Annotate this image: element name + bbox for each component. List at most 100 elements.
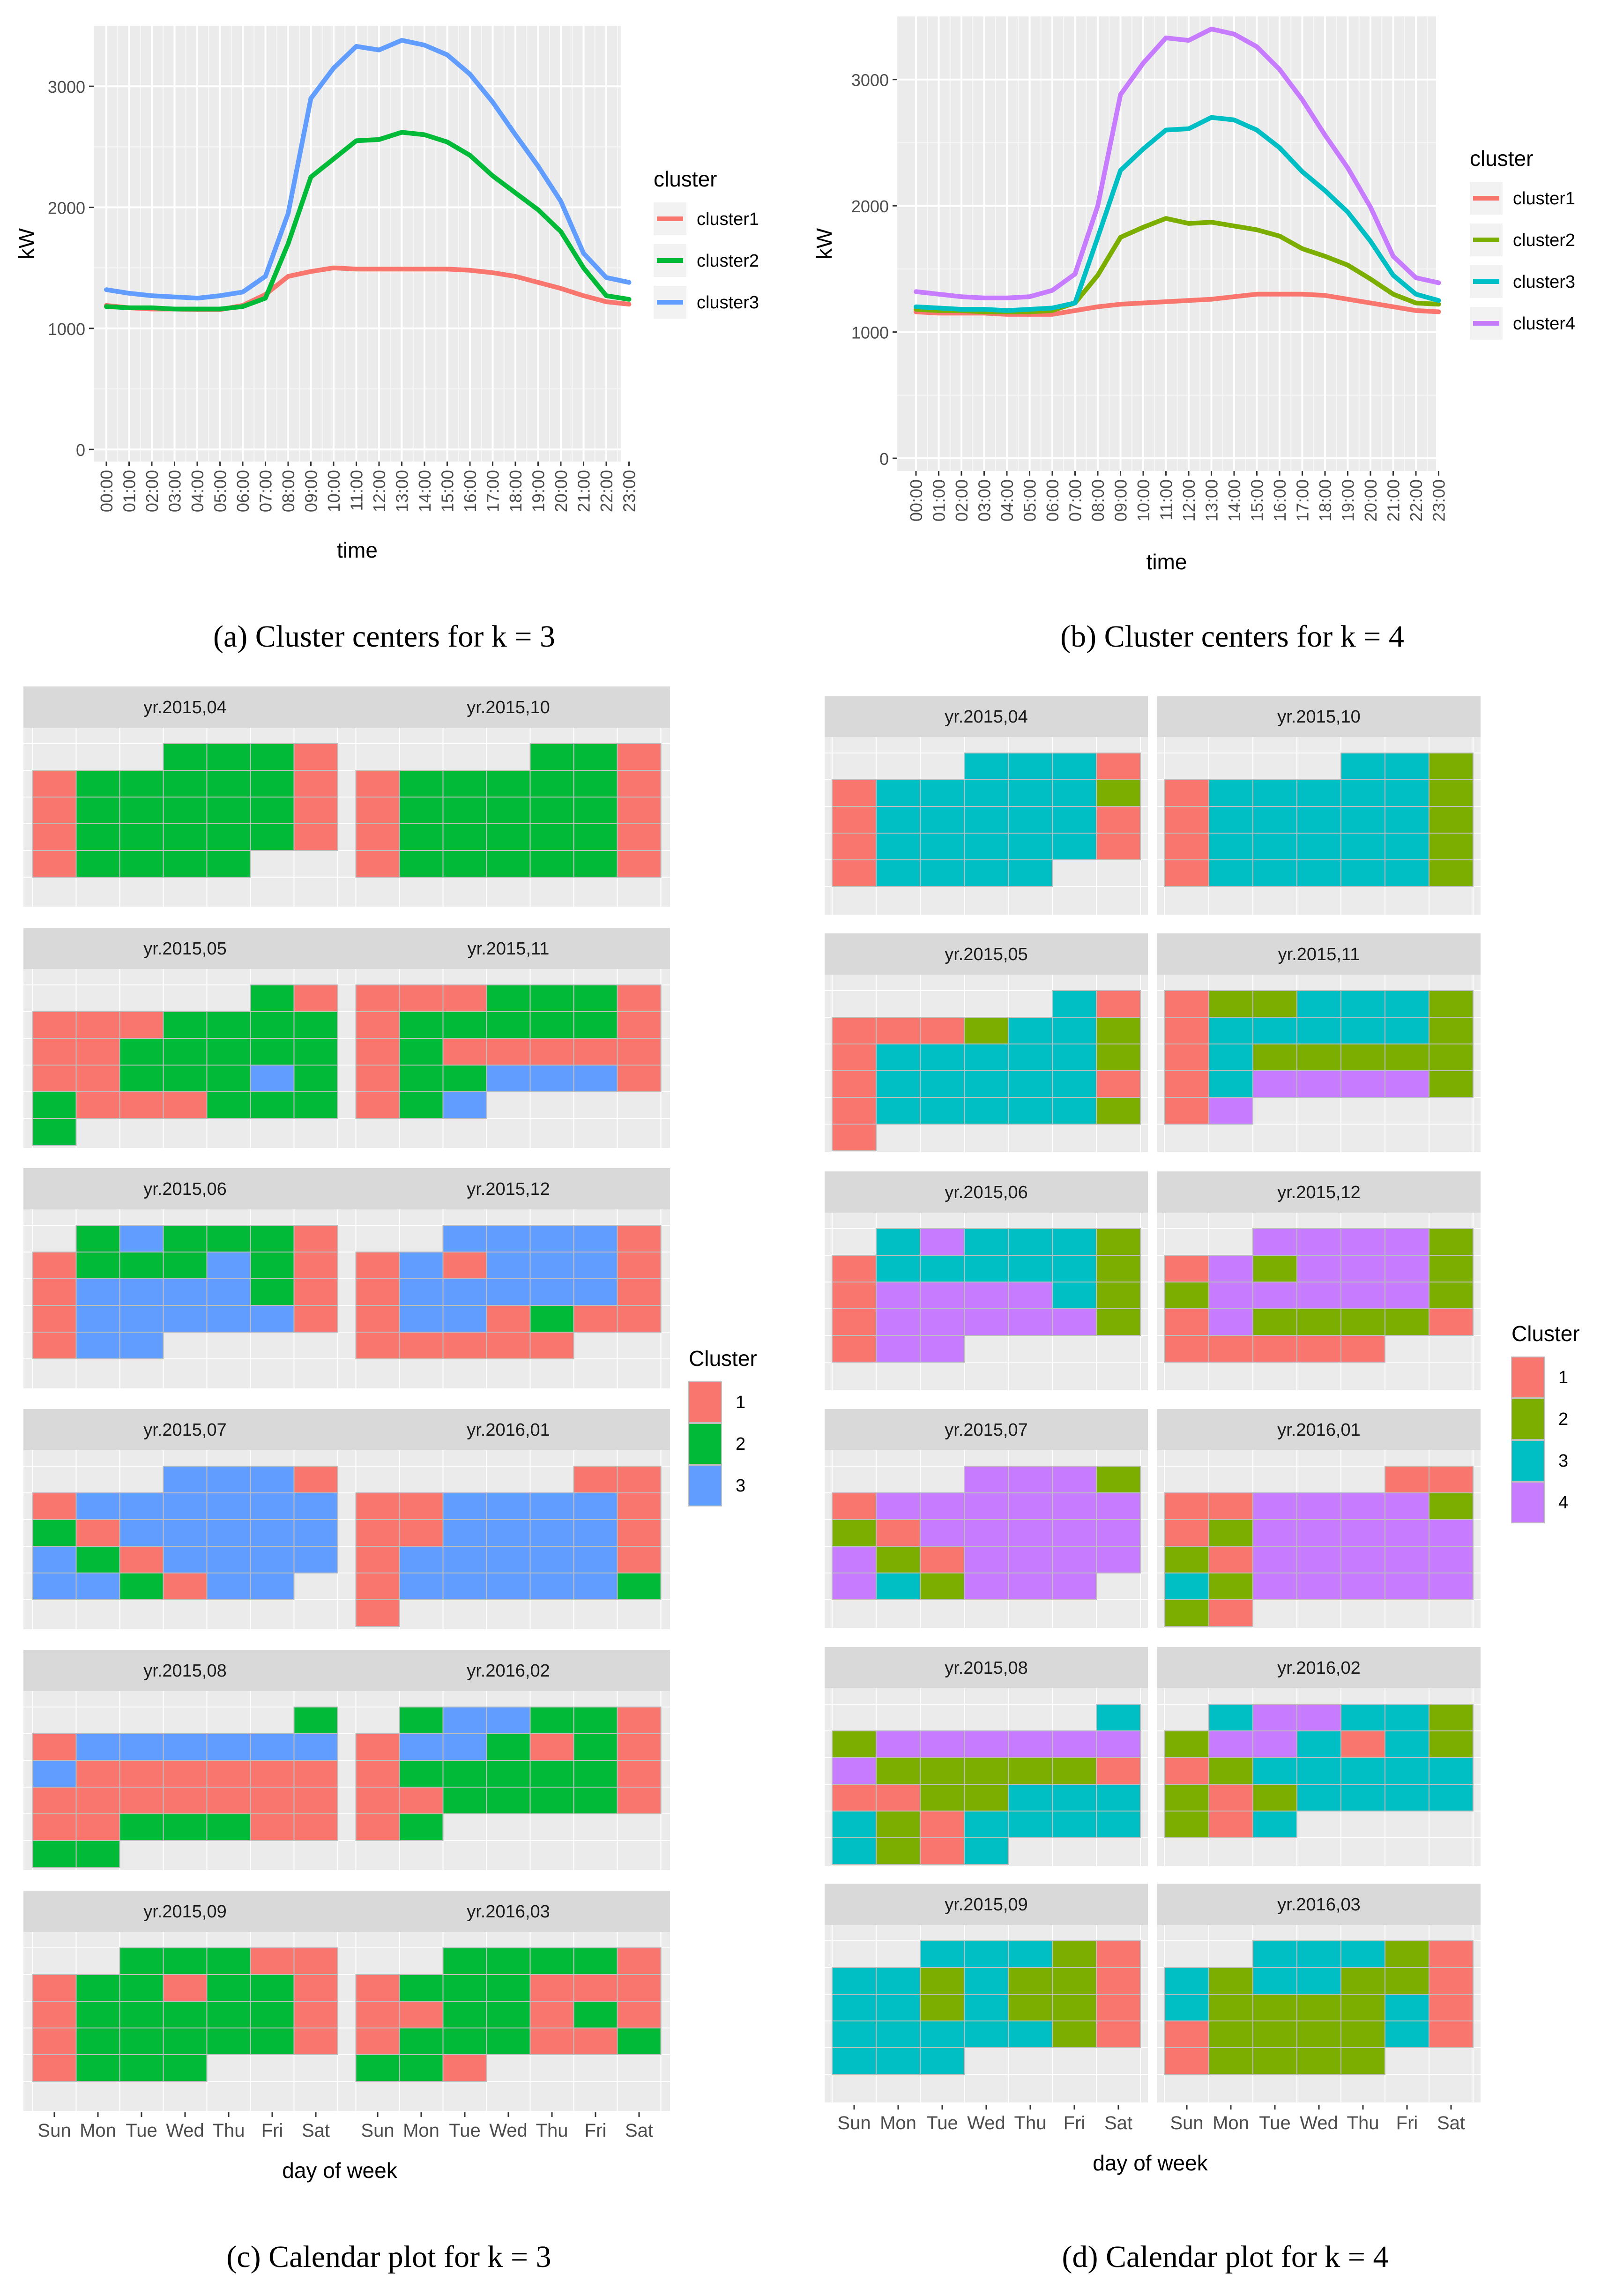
- y-axis-title: kW: [812, 228, 836, 259]
- calendar-cell: [1340, 859, 1385, 887]
- calendar-cell: [355, 2001, 400, 2028]
- calendar-cell: [163, 823, 208, 851]
- x-tick-label: 10:00: [1134, 479, 1153, 522]
- x-tick-label: 20:00: [551, 470, 571, 512]
- calendar-cell: [250, 1225, 295, 1252]
- calendar-cell: [293, 984, 338, 1012]
- calendar-cell: [206, 1733, 251, 1761]
- facet-title: yr.2016,01: [467, 1420, 550, 1440]
- calendar-cell: [355, 2054, 400, 2082]
- calendar-cell: [964, 1967, 1009, 1995]
- day-label: Fri: [585, 2120, 607, 2141]
- calendar-cell: [920, 1837, 965, 1865]
- calendar-cell: [1340, 2047, 1385, 2075]
- facet-title: yr.2015,04: [143, 698, 226, 717]
- calendar-cell: [206, 1038, 251, 1066]
- calendar-cell: [1252, 1573, 1297, 1600]
- x-tick-label: 17:00: [1293, 479, 1312, 522]
- calendar-cell: [206, 1065, 251, 1092]
- facet-title: yr.2015,12: [467, 1179, 550, 1199]
- calendar-cell: [206, 1011, 251, 1039]
- calendar-cell: [32, 1840, 77, 1868]
- calendar-cell: [1096, 1228, 1141, 1256]
- calendar-cell: [1252, 779, 1297, 807]
- calendar-cell: [486, 1707, 531, 1734]
- calendar-cell: [163, 1492, 208, 1520]
- x-tick-label: 14:00: [1225, 479, 1244, 522]
- facet-title: yr.2016,02: [1277, 1658, 1360, 1678]
- legend-title: Cluster: [689, 1346, 757, 1371]
- calendar-cell: [832, 806, 877, 834]
- calendar-cell: [1208, 1599, 1253, 1627]
- calendar-cell: [964, 2020, 1009, 2048]
- calendar-cell: [1208, 1097, 1253, 1125]
- calendar-cell: [617, 850, 662, 878]
- calendar-cell: [1296, 1519, 1341, 1547]
- calendar-cell: [1164, 990, 1209, 1018]
- calendar-cell: [1008, 1757, 1053, 1785]
- x-tick-label: 16:00: [1270, 479, 1289, 522]
- legend-title: cluster: [1470, 146, 1533, 171]
- calendar-cell: [250, 1947, 295, 1975]
- calendar-cell: [1385, 1546, 1429, 1573]
- legend-key-1: [1511, 1357, 1545, 1398]
- calendar-cell: [293, 1492, 338, 1520]
- x-tick-label: 00:00: [97, 470, 116, 512]
- calendar-cell: [355, 1974, 400, 2002]
- legend-title: cluster: [654, 167, 717, 191]
- calendar-cell: [1385, 990, 1429, 1018]
- calendar-cell: [399, 2028, 444, 2055]
- calendar-cell: [1008, 1255, 1053, 1282]
- calendar-cell: [876, 1282, 921, 1309]
- calendar-cell: [876, 1573, 921, 1600]
- calendar-cell: [250, 1011, 295, 1039]
- calendar-cell: [75, 850, 120, 878]
- calendar-cell: [1252, 1335, 1297, 1363]
- calendar-cell: [1008, 1994, 1053, 2021]
- calendar-cell: [964, 1466, 1009, 1493]
- calendar-cell: [119, 1573, 164, 1600]
- calendar-cell: [1096, 833, 1141, 860]
- calendar-cell: [206, 2028, 251, 2055]
- calendar-cell: [573, 1278, 618, 1306]
- calendar-cell: [250, 1760, 295, 1788]
- calendar-cell: [1052, 833, 1097, 860]
- calendar-cell: [486, 1225, 531, 1252]
- calendar-cell: [529, 1278, 574, 1306]
- calendar-cell: [293, 1466, 338, 1493]
- calendar-cell: [1096, 779, 1141, 807]
- calendar-cell: [964, 1097, 1009, 1125]
- day-label: Tue: [1259, 2113, 1290, 2133]
- calendar-cell: [617, 1974, 662, 2002]
- calendar-cell: [617, 770, 662, 798]
- line-chart-b: 0 1000 2000 3000 00:00 01:00 02:00 03:00 04:00 05…: [812, 16, 1575, 574]
- calendar-cell: [964, 1282, 1009, 1309]
- calendar-cell: [1208, 1546, 1253, 1573]
- y-tick-label: 1000: [851, 323, 889, 343]
- x-tick-label: 15:00: [1248, 479, 1267, 522]
- calendar-cell: [486, 797, 531, 824]
- calendar-cell: [1296, 806, 1341, 834]
- calendar-cell: [1340, 1070, 1385, 1098]
- calendar-cell: [573, 850, 618, 878]
- facet-strip: [1157, 1171, 1481, 1213]
- calendar-cell: [920, 1282, 965, 1309]
- calendar-cell: [617, 984, 662, 1012]
- x-tick-label: 18:00: [1316, 479, 1335, 522]
- calendar-cell: [250, 823, 295, 851]
- calendar-cell: [876, 1967, 921, 1995]
- calendar-cell: [1164, 1994, 1209, 2021]
- calendar-cell: [206, 2001, 251, 2028]
- x-tick-label: 09:00: [1111, 479, 1131, 522]
- calendar-cell: [75, 797, 120, 824]
- calendar-cell: [1429, 1784, 1474, 1811]
- calendar-cell: [1340, 1967, 1385, 1995]
- x-tick-label: 13:00: [393, 470, 412, 512]
- calendar-cell: [1340, 1573, 1385, 1600]
- calendar-cell: [1052, 1967, 1097, 1995]
- calendar-cell: [293, 1974, 338, 2002]
- calendar-cell: [163, 797, 208, 824]
- calendar-cell: [399, 1332, 444, 1359]
- calendar-cell: [1008, 1097, 1053, 1125]
- calendar-cell: [529, 850, 574, 878]
